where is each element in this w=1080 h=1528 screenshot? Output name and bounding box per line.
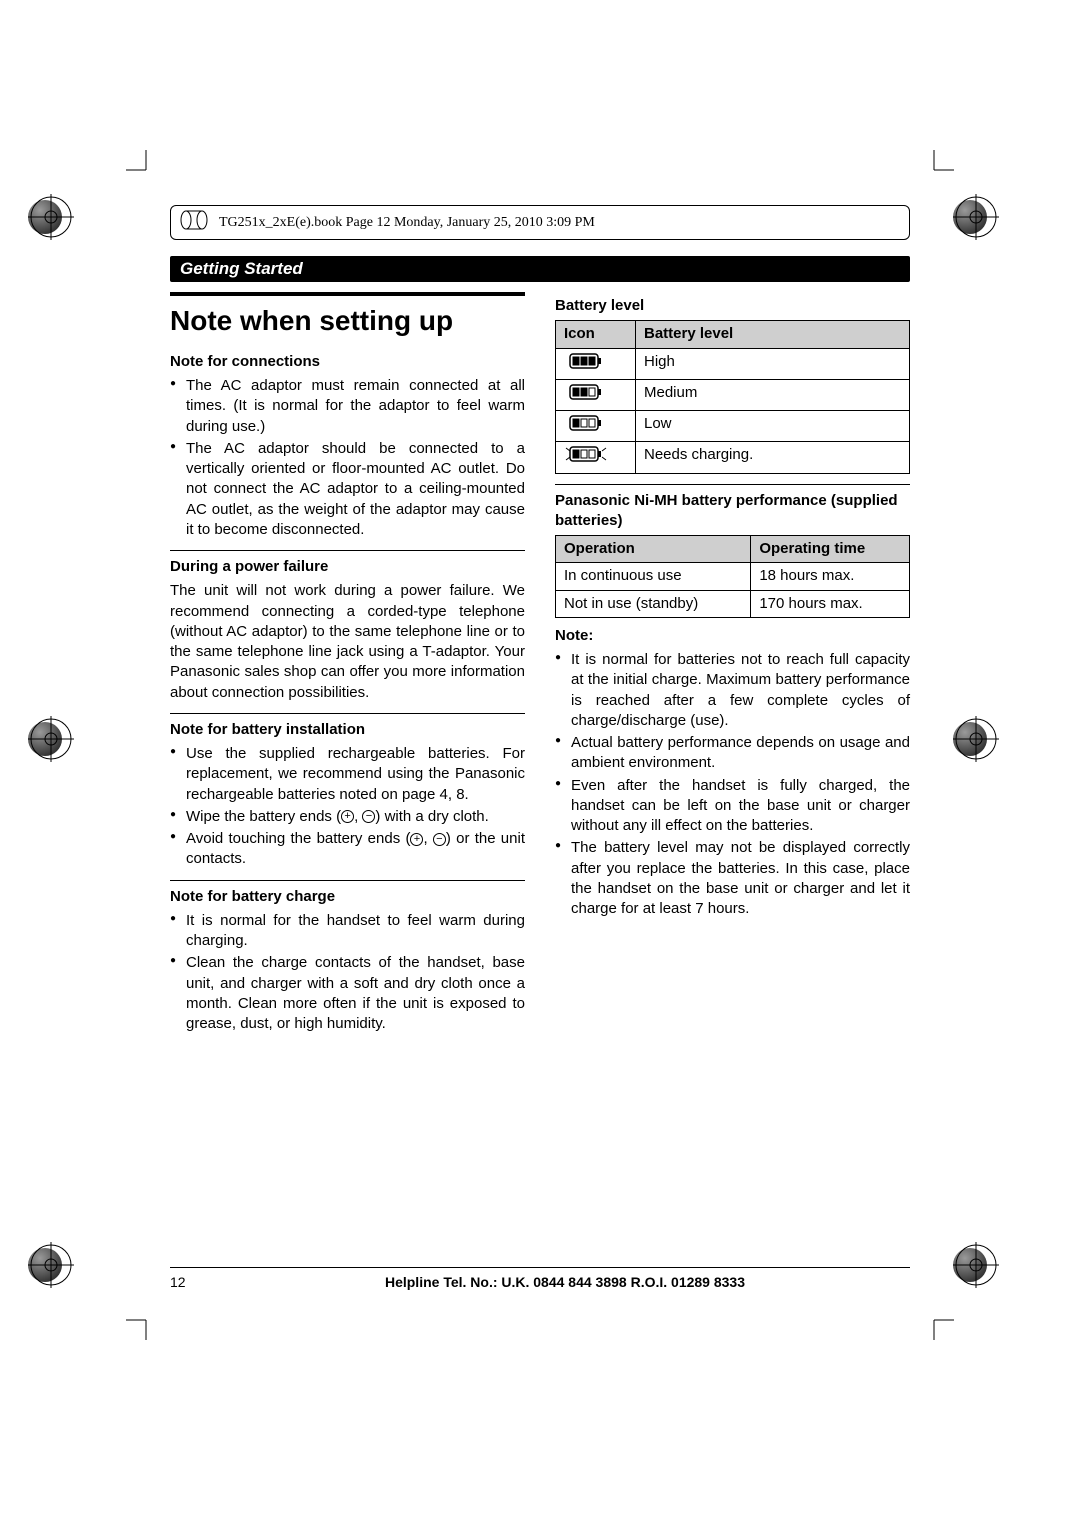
- title-rule: [170, 292, 525, 296]
- th-icon: Icon: [556, 321, 636, 348]
- battery-level-label: Needs charging.: [636, 442, 910, 473]
- reg-marks-mid-right: [953, 722, 987, 756]
- list-item: The AC adaptor must remain connected at …: [170, 376, 525, 437]
- table-row: Needs charging.: [556, 442, 910, 473]
- reg-marks-top-right: [953, 200, 987, 234]
- power-failure-text: The unit will not work during a power fa…: [170, 581, 525, 703]
- heading-perf: Panasonic Ni-MH battery performance (sup…: [555, 491, 910, 532]
- page-footer: 12 Helpline Tel. No.: U.K. 0844 844 3898…: [170, 1267, 910, 1290]
- crop-mark-tl: [126, 150, 166, 190]
- list-batt-charge: It is normal for the handset to feel war…: [170, 911, 525, 1035]
- th-operation: Operation: [556, 536, 751, 563]
- heading-power-failure: During a power failure: [170, 557, 525, 577]
- plus-icon: +: [410, 833, 423, 846]
- reg-marks-mid-left: [28, 722, 62, 756]
- table-row: High: [556, 348, 910, 379]
- list-item: The battery level may not be displayed c…: [555, 838, 910, 919]
- reg-marks-bot-left: [28, 1248, 62, 1282]
- operation-cell: Not in use (standby): [556, 590, 751, 617]
- th-level: Battery level: [636, 321, 910, 348]
- section-banner: Getting Started: [170, 256, 910, 282]
- left-column: Note when setting up Note for connection…: [170, 292, 525, 1038]
- page-content: Getting Started Note when setting up Not…: [170, 190, 910, 1290]
- heading-batt-charge: Note for battery charge: [170, 887, 525, 907]
- list-item: Avoid touching the battery ends (+, −) o…: [170, 829, 525, 870]
- table-row: Low: [556, 411, 910, 442]
- performance-table: Operation Operating time In continuous u…: [555, 535, 910, 618]
- battery-icon: [556, 348, 636, 379]
- operation-cell: In continuous use: [556, 563, 751, 590]
- list-item: Even after the handset is fully charged,…: [555, 776, 910, 837]
- battery-level-label: Medium: [636, 379, 910, 410]
- list-item: Use the supplied rechargeable batteries.…: [170, 744, 525, 805]
- minus-icon: −: [362, 810, 375, 823]
- list-item: Wipe the battery ends (+, −) with a dry …: [170, 807, 525, 827]
- page-title: Note when setting up: [170, 302, 525, 340]
- list-item: The AC adaptor should be connected to a …: [170, 439, 525, 540]
- list-item: It is normal for the handset to feel war…: [170, 911, 525, 952]
- table-row: Medium: [556, 379, 910, 410]
- battery-level-label: Low: [636, 411, 910, 442]
- list-item: Clean the charge contacts of the handset…: [170, 953, 525, 1034]
- list-batt-install: Use the supplied rechargeable batteries.…: [170, 744, 525, 870]
- page-number: 12: [170, 1274, 220, 1290]
- crop-mark-br: [914, 1300, 954, 1340]
- battery-icon: [556, 379, 636, 410]
- right-column: Battery level Icon Battery level High Me…: [555, 292, 910, 1038]
- reg-marks-top-left: [28, 200, 62, 234]
- table-row: In continuous use18 hours max.: [556, 563, 910, 590]
- time-cell: 170 hours max.: [751, 590, 910, 617]
- battery-icon: [556, 442, 636, 473]
- heading-batt-level: Battery level: [555, 296, 910, 316]
- time-cell: 18 hours max.: [751, 563, 910, 590]
- list-notes: It is normal for batteries not to reach …: [555, 650, 910, 919]
- plus-icon: +: [341, 810, 354, 823]
- list-item: Actual battery performance depends on us…: [555, 733, 910, 774]
- heading-note: Note:: [555, 626, 910, 646]
- reg-marks-bot-right: [953, 1248, 987, 1282]
- list-item: It is normal for batteries not to reach …: [555, 650, 910, 731]
- battery-level-table: Icon Battery level High Medium Low Needs…: [555, 320, 910, 473]
- minus-icon: −: [433, 833, 446, 846]
- helpline-text: Helpline Tel. No.: U.K. 0844 844 3898 R.…: [220, 1274, 910, 1290]
- th-time: Operating time: [751, 536, 910, 563]
- heading-connections: Note for connections: [170, 352, 525, 372]
- crop-mark-bl: [126, 1300, 166, 1340]
- heading-batt-install: Note for battery installation: [170, 720, 525, 740]
- list-connections: The AC adaptor must remain connected at …: [170, 376, 525, 540]
- battery-level-label: High: [636, 348, 910, 379]
- crop-mark-tr: [914, 150, 954, 190]
- table-row: Not in use (standby)170 hours max.: [556, 590, 910, 617]
- battery-icon: [556, 411, 636, 442]
